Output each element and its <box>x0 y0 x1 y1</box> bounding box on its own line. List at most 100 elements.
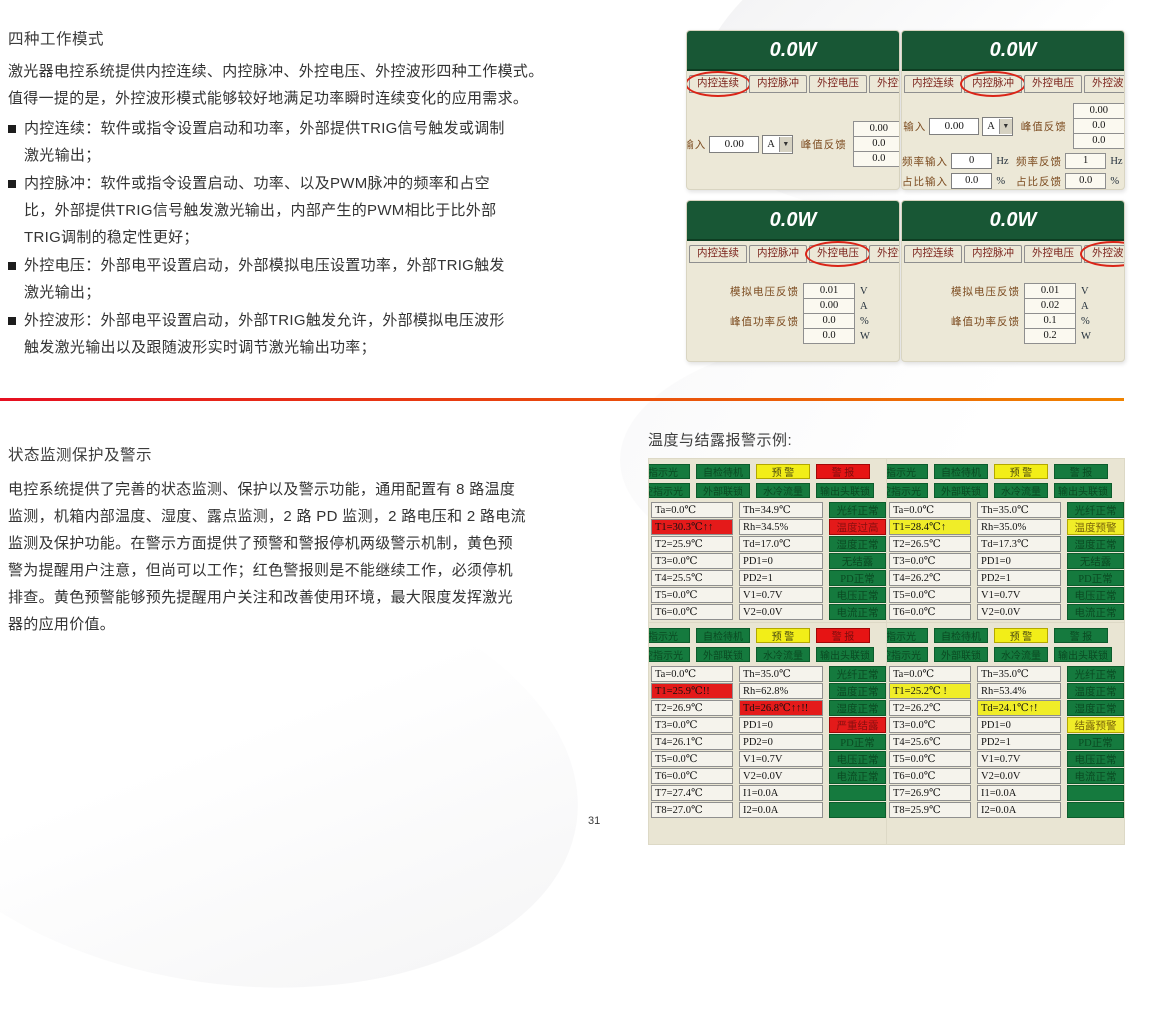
dropdown-arrow-icon[interactable]: ▼ <box>778 136 792 152</box>
feedback-value: 1 <box>1065 153 1107 169</box>
mode-tab[interactable]: 外控波形 <box>869 245 899 263</box>
feedback-value: 0.0 <box>803 313 855 329</box>
mode-panel-body: 峰值输入 A ▼ 峰值反馈 0.00 A 0.0 % 0.0 W <box>902 93 1124 189</box>
mode-tab[interactable]: 外控电压 <box>809 75 867 93</box>
sensor-value: Ta=0.0℃ <box>889 666 971 682</box>
status-indicator: 电流正常 <box>829 604 886 620</box>
sensor-value: T2=25.9℃ <box>651 536 733 552</box>
sensor-value: V1=0.7V <box>977 587 1061 603</box>
status-indicator: 电流正常 <box>829 768 886 784</box>
sensor-value: PD2=1 <box>977 570 1061 586</box>
unit-combobox[interactable]: A ▼ <box>982 116 1013 136</box>
feedback-value: 0.0 <box>1072 133 1124 149</box>
mode-panel-body: 模拟电压反馈 0.01 V 0.02 A 峰值功率反馈 0.1 % 0.2 W <box>902 263 1124 361</box>
status-indicator: 光纤正常 <box>1067 666 1124 682</box>
mode-tab[interactable]: 外控电压 <box>1024 245 1082 263</box>
aux-column: Th=34.9℃ Rh=34.5% Td=17.0℃ PD1=0 PD2=1 V1=0.7… <box>739 502 823 620</box>
status-column: 光纤正常 温度过高 湿度正常 无结露 PD正常 电压正常 电流正常 <box>829 502 886 620</box>
status-lamp: 外部联锁 <box>696 647 750 662</box>
aux-column: Th=35.0℃ Rh=53.4% Td=24.1℃↑! PD1=0 PD2=1 V1=0… <box>977 666 1061 818</box>
peak-feedback-label: 峰值反馈 <box>800 139 847 151</box>
feedback-value: 0.0 <box>1072 118 1124 134</box>
mode-tab-bar: 内控连续内控脉冲外控电压外控波形 <box>902 71 1124 97</box>
mode-tab[interactable]: 外控波形 <box>869 75 899 93</box>
mode-tab-bar: 内控连续内控脉冲外控电压外控波形 <box>902 241 1124 267</box>
sensor-value: Rh=34.5% <box>739 519 823 535</box>
mode-tab[interactable]: 外控波形 <box>1080 241 1124 267</box>
status-column: 光纤正常 温度正常 湿度正常 结露预警 PD正常 电压正常 电流正常 <box>1067 666 1124 818</box>
input-value[interactable]: 0.0 <box>951 173 993 189</box>
status-column: 光纤正常 温度预警 湿度正常 无结露 PD正常 电压正常 电流正常 <box>1067 502 1124 620</box>
sensor-value: V2=0.0V <box>977 768 1061 784</box>
sensor-table: Ta=0.0℃ T1=25.9℃!! T2=26.9℃ T3=0.0℃ T4=26.1℃… <box>649 666 886 818</box>
sensor-value: Td=17.3℃ <box>977 536 1061 552</box>
mode-tab[interactable]: 内控连续 <box>689 245 747 263</box>
sensor-value: Rh=62.8% <box>739 683 823 699</box>
status-lamp: 输出头联锁 <box>816 483 874 498</box>
feedback-value: 0.02 <box>1024 298 1076 314</box>
feedback-unit: % <box>1110 175 1120 187</box>
feedback-value: 0.1 <box>1024 313 1076 329</box>
unit-combobox[interactable]: A ▼ <box>762 134 793 154</box>
status-lamp: 指示光 <box>649 628 690 643</box>
status-indicator: 电流正常 <box>1067 604 1124 620</box>
feedback-row: 0.2 W <box>902 328 1124 344</box>
temperature-column: Ta=0.0℃ T1=25.2℃ ! T2=26.2℃ T3=0.0℃ T4=25.6℃… <box>889 666 971 818</box>
sensor-value: T3=0.0℃ <box>651 553 733 569</box>
mode-tab[interactable]: 外控波形 <box>1084 75 1124 93</box>
peak-input-field[interactable] <box>709 135 760 153</box>
feedback-label: 占比反馈 <box>1016 176 1062 188</box>
aux-column: Th=35.0℃ Rh=35.0% Td=17.3℃ PD1=0 PD2=1 V1=0.7… <box>977 502 1061 620</box>
status-lamp: 预 警 <box>994 464 1048 479</box>
status-indicator: 光纤正常 <box>1067 502 1124 518</box>
status-lamp: 输出头联锁 <box>1054 483 1112 498</box>
mode-tab[interactable]: 内控脉冲 <box>749 75 807 93</box>
sensor-value: T6=0.0℃ <box>651 768 733 784</box>
feedback-row: 0.0 % <box>1072 118 1124 134</box>
feedback-row: 0.0 W <box>687 328 899 344</box>
input-value[interactable]: 0 <box>951 153 993 169</box>
status-indicator: 温度过高 <box>829 519 886 535</box>
mode-tab[interactable]: 外控电压 <box>1024 75 1082 93</box>
mode-tab[interactable]: 内控连续 <box>904 75 962 93</box>
feedback-row: 0.00 A <box>1072 103 1124 119</box>
temperature-column: Ta=0.0℃ T1=30.3℃↑↑ T2=25.9℃ T3=0.0℃ T4=25.5℃… <box>651 502 733 620</box>
mode-tab[interactable]: 外控电压 <box>805 241 871 267</box>
sensor-value: T7=27.4℃ <box>651 785 733 801</box>
feedback-unit: % <box>1081 315 1090 327</box>
status-column: 光纤正常 温度正常 湿度正常 严重结露 PD正常 电压正常 电流正常 <box>829 666 886 818</box>
feedback-label: 峰值功率反馈 <box>951 316 1020 328</box>
mode-tab[interactable]: 内控脉冲 <box>964 245 1022 263</box>
square-bullet-icon <box>8 180 16 188</box>
status-indicator: 电压正常 <box>829 751 886 767</box>
status-indicator: 电压正常 <box>1067 587 1124 603</box>
feedback-row: 峰值功率反馈 0.0 % <box>687 313 899 329</box>
unit-value: A <box>987 120 995 132</box>
status-lamp: 自检待机 <box>934 464 988 479</box>
sensor-value: Th=35.0℃ <box>739 666 823 682</box>
status-indicator: 结露预警 <box>1067 717 1124 733</box>
peak-input-field[interactable] <box>929 117 980 135</box>
sensor-value: T4=26.2℃ <box>889 570 971 586</box>
mode-tab[interactable]: 内控连续 <box>904 245 962 263</box>
page-number: 31 <box>588 815 601 827</box>
status-indicator: 严重结露 <box>829 717 886 733</box>
status-indicator <box>829 785 886 801</box>
work-modes-intro: 激光器电控系统提供内控连续、内控脉冲、外控电压、外控波形四种工作模式。 值得一提… <box>8 63 544 107</box>
mode-tab[interactable]: 内控脉冲 <box>960 71 1026 97</box>
sensor-value: PD1=0 <box>739 717 823 733</box>
sensor-value: T5=0.0℃ <box>889 751 971 767</box>
sensor-table: Ta=0.0℃ T1=25.2℃ ! T2=26.2℃ T3=0.0℃ T4=25.6℃… <box>887 666 1124 818</box>
sensor-value: T2=26.5℃ <box>889 536 971 552</box>
mode-tab[interactable]: 内控连续 <box>687 71 751 97</box>
status-indicator: 湿度正常 <box>1067 536 1124 552</box>
alarm-section-heading: 温度与结露报警示例: <box>648 432 793 449</box>
status-indicator: PD正常 <box>1067 734 1124 750</box>
dropdown-arrow-icon[interactable]: ▼ <box>998 118 1012 134</box>
status-indicator: PD正常 <box>1067 570 1124 586</box>
mode-tab[interactable]: 内控脉冲 <box>749 245 807 263</box>
section-divider <box>0 398 1124 401</box>
feedback-label: 频率反馈 <box>1016 156 1062 168</box>
